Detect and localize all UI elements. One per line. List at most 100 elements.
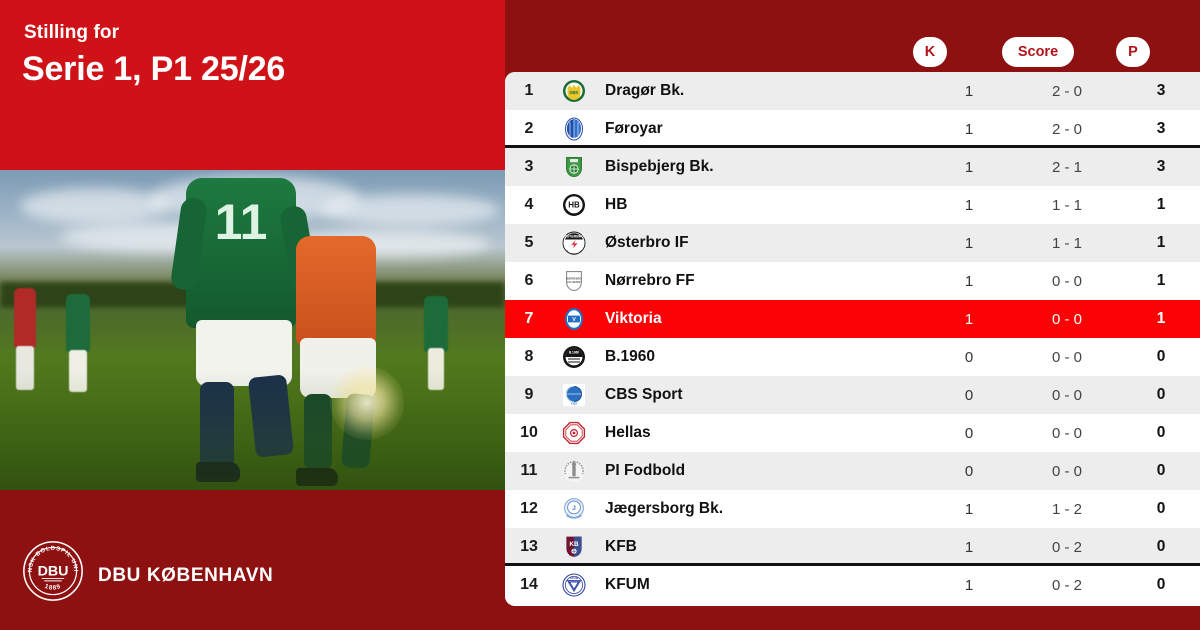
page-kicker: Stilling for bbox=[24, 22, 120, 43]
row-rank: 4 bbox=[524, 196, 534, 213]
background-player bbox=[428, 348, 444, 390]
row-team-name: CBS Sport bbox=[605, 386, 683, 403]
table-row[interactable]: 3 Bispebjerg Bk. 1 2 - 1 3 bbox=[505, 148, 1200, 186]
row-rank: 14 bbox=[520, 576, 538, 593]
row-matches-played: 0 bbox=[964, 348, 974, 366]
row-points: 0 bbox=[1156, 576, 1166, 593]
row-points: 3 bbox=[1156, 158, 1166, 175]
row-team-name: Hellas bbox=[605, 424, 651, 441]
row-team-name: KFUM bbox=[605, 576, 650, 593]
row-matches-played: 0 bbox=[964, 462, 974, 480]
row-goal-score: 0 - 2 bbox=[1051, 576, 1082, 594]
row-matches-played: 0 bbox=[964, 424, 974, 442]
table-row[interactable]: 11 PI Fodbold 0 0 - 0 0 bbox=[505, 452, 1200, 490]
jaegersborg-crest bbox=[553, 497, 595, 521]
row-points: 1 bbox=[1156, 234, 1166, 251]
table-row[interactable]: 14 KFUM 1 0 - 2 0 bbox=[505, 566, 1200, 604]
row-rank: 9 bbox=[524, 386, 534, 403]
table-row[interactable]: 5 Østerbro IF 1 1 - 1 1 bbox=[505, 224, 1200, 262]
row-team-name: PI Fodbold bbox=[605, 462, 686, 479]
row-points: 0 bbox=[1156, 500, 1166, 517]
row-team-name: Nørrebro FF bbox=[605, 272, 695, 289]
row-goal-score: 0 - 0 bbox=[1051, 462, 1082, 480]
row-rank: 13 bbox=[520, 538, 538, 555]
table-row[interactable]: 4 HB 1 1 - 1 1 bbox=[505, 186, 1200, 224]
row-points: 0 bbox=[1156, 462, 1166, 479]
row-rank: 2 bbox=[524, 120, 534, 137]
background-player bbox=[424, 296, 448, 352]
table-row[interactable]: 10 Hellas 0 0 - 0 0 bbox=[505, 414, 1200, 452]
norrebro-crest bbox=[553, 269, 595, 293]
sun-flare bbox=[330, 366, 404, 440]
row-team-name: Jægersborg Bk. bbox=[605, 500, 724, 517]
row-points: 0 bbox=[1156, 424, 1166, 441]
row-rank: 10 bbox=[520, 424, 538, 441]
viktoria-crest bbox=[553, 307, 595, 331]
foroyar-crest bbox=[553, 117, 595, 141]
row-points: 1 bbox=[1156, 196, 1166, 213]
jersey-number: 11 bbox=[214, 194, 268, 250]
row-points: 0 bbox=[1156, 386, 1166, 403]
row-matches-played: 0 bbox=[964, 386, 974, 404]
background-player bbox=[14, 288, 36, 348]
table-row[interactable]: 8 B.1960 0 0 - 0 0 bbox=[505, 338, 1200, 376]
row-goal-score: 0 - 0 bbox=[1051, 272, 1082, 290]
row-points: 1 bbox=[1156, 310, 1166, 327]
field-gradient bbox=[0, 370, 505, 490]
row-matches-played: 1 bbox=[964, 234, 974, 252]
table-row[interactable]: 9 CBS Sport 0 0 - 0 0 bbox=[505, 376, 1200, 414]
row-points: 0 bbox=[1156, 538, 1166, 555]
standings-table: 1 Dragør Bk. 1 2 - 0 3 2 Føroyar 1 2 - 0 3 3 Bispeb… bbox=[505, 72, 1200, 606]
dragoer-crest bbox=[553, 79, 595, 103]
table-row[interactable]: 12 Jægersborg Bk. 1 1 - 2 0 bbox=[505, 490, 1200, 528]
main-player-sock bbox=[200, 382, 234, 468]
row-goal-score: 0 - 0 bbox=[1051, 386, 1082, 404]
opponent-boot bbox=[296, 468, 338, 486]
row-rank: 5 bbox=[524, 234, 534, 251]
hellas-crest bbox=[553, 421, 595, 445]
background-player bbox=[66, 294, 90, 352]
row-goal-score: 1 - 1 bbox=[1051, 196, 1082, 214]
cloud-shape bbox=[320, 194, 500, 226]
column-header-score: Score bbox=[1002, 37, 1074, 67]
row-goal-score: 2 - 1 bbox=[1051, 158, 1082, 176]
row-points: 0 bbox=[1156, 348, 1166, 365]
row-team-name: Viktoria bbox=[605, 310, 662, 327]
row-points: 1 bbox=[1156, 272, 1166, 289]
row-points: 3 bbox=[1156, 82, 1166, 99]
row-points: 3 bbox=[1156, 120, 1166, 137]
row-matches-played: 1 bbox=[964, 310, 974, 328]
row-matches-played: 1 bbox=[964, 576, 974, 594]
table-row[interactable]: 13 KFB 1 0 - 2 0 bbox=[505, 528, 1200, 566]
opponent-sock bbox=[304, 394, 332, 470]
row-goal-score: 2 - 0 bbox=[1051, 82, 1082, 100]
row-rank: 6 bbox=[524, 272, 534, 289]
row-rank: 8 bbox=[524, 348, 534, 365]
column-header-p: P bbox=[1116, 37, 1150, 67]
row-goal-score: 2 - 0 bbox=[1051, 120, 1082, 138]
b1960-crest bbox=[553, 345, 595, 369]
table-row[interactable]: 6 Nørrebro FF 1 0 - 0 1 bbox=[505, 262, 1200, 300]
title-panel: Stilling for Serie 1, P1 25/26 bbox=[0, 0, 505, 170]
dbu-logo: DANSK BOLDSPIL UNION 1889 DBU bbox=[22, 540, 83, 601]
table-row[interactable]: 2 Føroyar 1 2 - 0 3 bbox=[505, 110, 1200, 148]
row-matches-played: 1 bbox=[964, 82, 974, 100]
row-rank: 3 bbox=[524, 158, 534, 175]
row-matches-played: 1 bbox=[964, 158, 974, 176]
table-row[interactable]: 7 Viktoria 1 0 - 0 1 bbox=[505, 300, 1200, 338]
row-goal-score: 0 - 2 bbox=[1051, 538, 1082, 556]
hero-photo: 11 bbox=[0, 170, 505, 490]
page-title: Serie 1, P1 25/26 bbox=[22, 50, 286, 88]
footer-bar bbox=[0, 490, 505, 630]
row-matches-played: 1 bbox=[964, 272, 974, 290]
row-team-name: B.1960 bbox=[605, 348, 655, 365]
row-team-name: Bispebjerg Bk. bbox=[605, 158, 714, 175]
cbs-crest bbox=[553, 383, 595, 407]
row-goal-score: 1 - 2 bbox=[1051, 500, 1082, 518]
row-rank: 12 bbox=[520, 500, 538, 517]
cloud-shape bbox=[20, 188, 170, 224]
table-row[interactable]: 1 Dragør Bk. 1 2 - 0 3 bbox=[505, 72, 1200, 110]
row-matches-played: 1 bbox=[964, 500, 974, 518]
row-matches-played: 1 bbox=[964, 196, 974, 214]
svg-text:DBU: DBU bbox=[38, 563, 69, 579]
